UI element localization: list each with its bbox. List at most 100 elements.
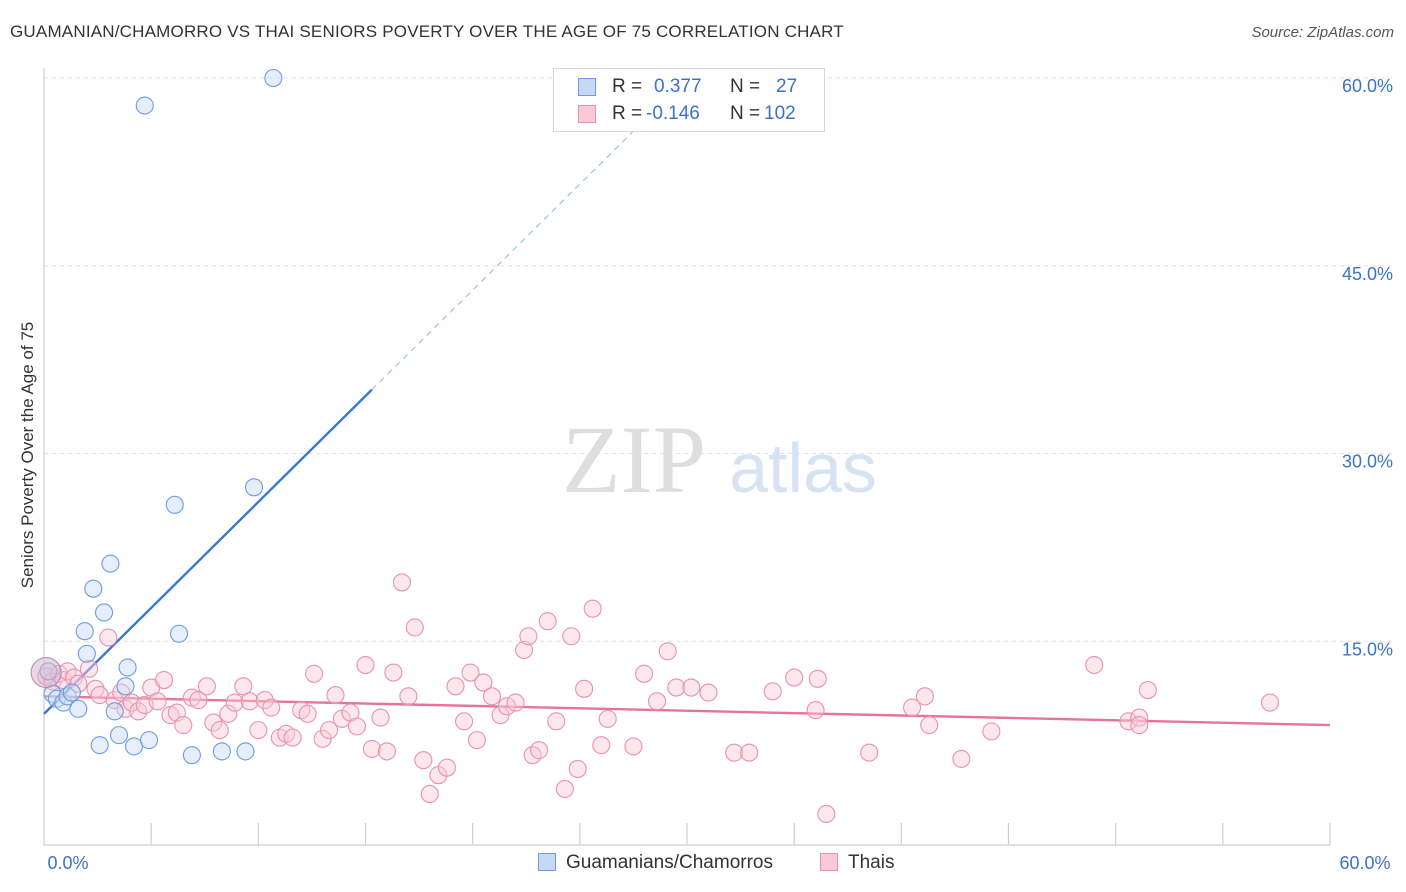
legend-n-value: 27 xyxy=(776,76,798,97)
data-point-thais xyxy=(482,687,502,706)
data-point-thais xyxy=(538,612,557,631)
watermark-atlas: atlas xyxy=(729,429,877,507)
data-point-thais xyxy=(497,697,517,716)
y-tick-label: 60.0% xyxy=(1342,76,1393,96)
legend-n-label: N = xyxy=(730,103,761,124)
data-point-guamanians xyxy=(77,644,96,663)
data-point-thais xyxy=(667,678,686,697)
source-label: Source: ZipAtlas.com xyxy=(1251,24,1394,41)
y-tick-label: 45.0% xyxy=(1342,264,1393,284)
data-point-thais xyxy=(860,743,879,762)
data-point-thais xyxy=(555,779,574,798)
data-point-thais xyxy=(174,716,193,735)
data-point-thais xyxy=(1119,712,1138,731)
data-point-guamanians xyxy=(182,746,201,765)
data-point-thais xyxy=(347,717,366,736)
data-point-thais xyxy=(79,659,99,678)
axes xyxy=(43,68,1331,846)
data-point-guamanians xyxy=(124,737,144,756)
data-point-thais xyxy=(262,698,281,717)
data-point-thais xyxy=(699,683,718,702)
data-point-thais xyxy=(658,642,677,661)
data-point-thais xyxy=(806,701,825,720)
x-tick-label: 0.0% xyxy=(47,853,88,873)
data-point-thais xyxy=(249,721,268,740)
bottom-legend-guamanians: Guamanians/Chamorros xyxy=(538,852,773,874)
data-point-thais xyxy=(808,669,827,688)
data-point-thais xyxy=(305,664,324,683)
data-point-thais xyxy=(647,692,667,711)
data-point-thais xyxy=(362,739,381,758)
data-point-thais xyxy=(682,678,701,697)
data-point-thais xyxy=(515,640,534,660)
data-point-thais xyxy=(624,737,643,756)
y-axis-label: Seniors Poverty Over the Age of 75 xyxy=(18,321,37,589)
watermark-zip: ZIP xyxy=(562,406,706,513)
legend-n-value: 102 xyxy=(764,103,796,124)
watermark: ZIP atlas xyxy=(562,406,877,513)
data-point-guamanians xyxy=(212,742,231,761)
x-tick-label: 60.0% xyxy=(1339,853,1390,873)
data-point-thais xyxy=(568,759,587,778)
grid-lines xyxy=(44,77,1394,642)
data-point-guamanians xyxy=(90,736,109,755)
data-point-thais xyxy=(562,627,581,646)
data-point-guamanians xyxy=(135,96,154,115)
data-point-thais xyxy=(785,668,804,687)
data-point-thais xyxy=(414,751,433,770)
legend-r-value: -0.146 xyxy=(646,103,700,124)
data-point-thais xyxy=(1138,681,1157,700)
legend-n-label: N = xyxy=(730,76,761,97)
data-point-thais xyxy=(635,664,654,683)
data-point-thais xyxy=(915,687,934,706)
data-point-thais xyxy=(952,749,971,768)
data-point-thais xyxy=(446,677,465,696)
data-point-thais xyxy=(371,708,390,727)
data-point-thais xyxy=(420,784,439,804)
data-point-thais xyxy=(197,677,216,696)
data-point-thais xyxy=(725,743,744,762)
data-point-guamanians xyxy=(94,603,114,622)
bottom-legend-thais: Thais xyxy=(820,852,894,874)
legend-row-guamanians: R = 0.377 N = 27 xyxy=(554,73,824,101)
data-point-thais xyxy=(210,721,229,740)
data-point-thais xyxy=(1130,716,1149,735)
data-point-thais xyxy=(474,673,493,692)
data-point-guamanians xyxy=(105,702,124,721)
tick-labels: 15.0% 30.0% 45.0% 60.0% 0.0% 60.0% xyxy=(47,76,1393,873)
data-point-thais xyxy=(583,599,602,618)
data-point-guamanians xyxy=(116,677,135,696)
data-point-thais xyxy=(467,731,487,750)
data-point-guamanians xyxy=(264,68,283,88)
data-point-thais xyxy=(283,728,302,747)
data-point-thais xyxy=(817,804,836,824)
legend-r-label: R = xyxy=(612,76,643,97)
data-point-thais xyxy=(204,713,223,732)
legend-row-thais: R = -0.146 N = 102 xyxy=(554,100,824,128)
data-point-guamanians xyxy=(84,579,103,598)
data-point-thais xyxy=(377,742,396,761)
data-point-thais xyxy=(326,686,345,705)
data-point-thais xyxy=(240,692,259,711)
data-point-thais xyxy=(99,628,118,647)
trend-dashed-guamanians xyxy=(371,120,645,391)
data-point-thais xyxy=(740,743,759,762)
data-point-thais xyxy=(154,671,174,690)
data-point-thais xyxy=(234,677,253,696)
data-point-guamanians xyxy=(75,622,94,641)
correlation-legend: R = 0.377 N = 27 R = -0.146 N = 102 xyxy=(553,68,825,132)
data-point-thais xyxy=(90,686,109,705)
trend-solid-guamanians xyxy=(43,388,373,715)
data-point-thais xyxy=(982,722,1001,741)
data-point-thais xyxy=(320,721,339,740)
points-thais xyxy=(37,573,1280,824)
data-point-thais xyxy=(519,627,538,646)
chart-title: GUAMANIAN/CHAMORRO VS THAI SENIORS POVER… xyxy=(10,22,844,41)
data-point-thais xyxy=(763,682,782,701)
data-point-thais xyxy=(1260,693,1280,712)
trend-line-guamanians xyxy=(43,120,645,715)
bottom-legend-label: Thais xyxy=(848,852,895,873)
data-point-thais xyxy=(219,704,238,723)
data-point-thais xyxy=(384,663,403,682)
